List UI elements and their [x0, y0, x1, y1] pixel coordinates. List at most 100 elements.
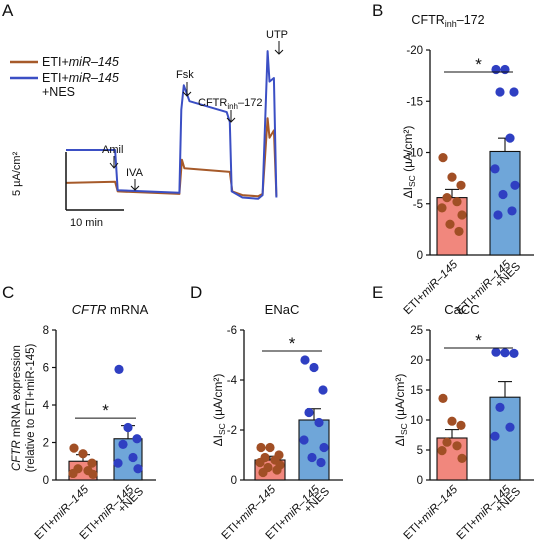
- data-point: [445, 219, 455, 229]
- data-point: [500, 64, 510, 75]
- data-point: [490, 431, 500, 441]
- y-tick-label: 0: [417, 250, 423, 262]
- data-point: [447, 172, 457, 182]
- data-point: [442, 437, 452, 447]
- data-point: [118, 439, 128, 449]
- data-point: [500, 348, 510, 358]
- annotation-utp: UTP: [266, 29, 288, 41]
- panel-c-title: CFTR mRNA: [72, 302, 149, 317]
- y-tick-label: 10: [410, 415, 423, 427]
- data-point: [437, 203, 447, 213]
- y-tick-label: 0: [231, 475, 237, 487]
- annotation-amil: Amil: [102, 144, 123, 156]
- y-tick-label: 15: [410, 385, 423, 397]
- data-point: [437, 446, 447, 456]
- data-point: [454, 226, 464, 237]
- panel-e-title: CaCC: [444, 302, 479, 317]
- data-point: [69, 443, 79, 453]
- y-tick-label: -10: [406, 148, 423, 160]
- y-tick-label: -6: [227, 325, 237, 337]
- data-point: [507, 206, 517, 216]
- arrow-cftrinh: [226, 110, 236, 123]
- data-point: [314, 417, 324, 428]
- arrow-amil: [109, 156, 119, 169]
- data-point: [304, 407, 314, 418]
- data-point: [452, 197, 462, 207]
- panel-c-ylabel-line1: CFTR mRNA expression: [11, 345, 23, 471]
- y-tick-label: -15: [406, 96, 423, 108]
- data-point: [495, 402, 505, 412]
- data-point: [300, 355, 310, 365]
- legend-label-nes: ETI+miR–145: [42, 71, 119, 85]
- data-point: [493, 210, 503, 220]
- data-point: [123, 422, 133, 433]
- panel-a-annotations: Amil IVA Fsk CFTRinh–172 UTP: [102, 29, 288, 191]
- annotation-fsk: Fsk: [176, 69, 194, 81]
- data-point: [299, 435, 309, 445]
- panel-b-title: CFTRinh–172: [411, 13, 484, 29]
- panel-letter-b: B: [372, 1, 383, 20]
- y-tick-label: 20: [410, 355, 423, 367]
- arrow-fsk: [182, 82, 192, 97]
- data-point: [78, 449, 88, 459]
- significance-star: *: [102, 401, 109, 420]
- arrow-utp: [274, 41, 284, 55]
- arrow-iva: [130, 179, 140, 191]
- data-point: [452, 441, 462, 451]
- panel-c-ylabel-line2: (relative to ETI+miR-145): [25, 343, 37, 472]
- data-point: [457, 453, 467, 463]
- panel-b-ylabel: ΔISC (µA/cm²): [401, 126, 417, 199]
- y-tick-label: 25: [410, 325, 423, 337]
- panel-a-legend: ETI+miR–145 ETI+miR–145 +NES: [10, 55, 119, 99]
- data-point: [456, 420, 466, 430]
- data-point: [68, 468, 78, 479]
- scale-label-x: 10 min: [70, 217, 103, 229]
- y-tick-label: -4: [227, 375, 238, 387]
- x-label-eti: ETI+miR–145: [402, 483, 461, 542]
- data-point: [113, 458, 123, 468]
- y-tick-label: 6: [43, 363, 49, 375]
- data-point: [132, 434, 142, 444]
- y-tick-label: -20: [406, 45, 423, 57]
- data-point: [457, 210, 467, 220]
- data-point: [265, 442, 275, 453]
- data-point: [318, 385, 328, 395]
- y-tick-label: 0: [43, 475, 49, 487]
- data-point: [309, 362, 319, 373]
- data-point: [256, 442, 266, 453]
- panel-d-ylabel: ΔISC (µA/cm²): [211, 374, 227, 447]
- significance-star: *: [475, 55, 482, 74]
- data-point: [447, 416, 457, 426]
- data-point: [442, 193, 452, 203]
- y-tick-label: 8: [43, 325, 49, 337]
- panel-letter-c: C: [2, 283, 14, 302]
- scale-label-y: 5 µA/cm²: [11, 151, 23, 196]
- panel-letter-a: A: [2, 1, 14, 20]
- legend-label-eti: ETI+miR–145: [42, 55, 119, 69]
- y-tick-label: 0: [417, 475, 423, 487]
- data-point: [491, 64, 501, 75]
- y-tick-label: -2: [227, 425, 237, 437]
- data-point: [505, 422, 515, 432]
- data-point: [505, 133, 515, 143]
- data-point: [456, 180, 466, 190]
- trace-eti: [65, 117, 278, 198]
- data-point: [498, 189, 508, 200]
- panel-a-traces: [65, 50, 278, 200]
- significance-star: *: [475, 331, 482, 350]
- data-point: [509, 348, 519, 358]
- panel-d-title: ENaC: [265, 302, 300, 317]
- bar-charts: 0-5-10-15-20*ETI+miR–145ETI+miR–145+NES0…: [33, 45, 534, 542]
- data-point: [255, 457, 265, 468]
- y-tick-label: 5: [417, 445, 423, 457]
- y-tick-label: 4: [43, 400, 50, 412]
- panel-e-ylabel: ΔISC (µA/cm²): [393, 374, 409, 447]
- data-point: [490, 164, 500, 174]
- data-point: [87, 458, 97, 468]
- data-point: [438, 393, 448, 403]
